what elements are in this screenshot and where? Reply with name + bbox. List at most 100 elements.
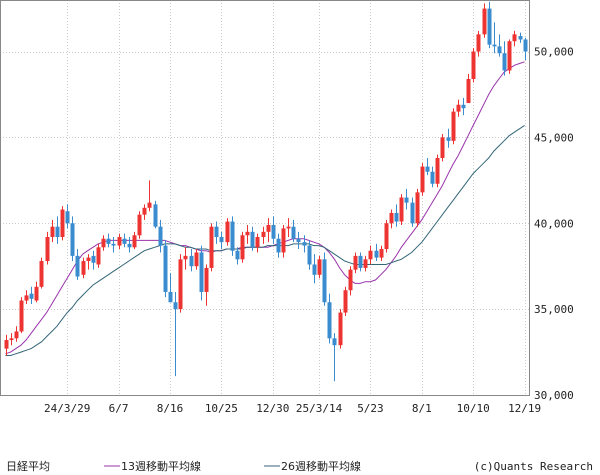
- y-tick-label: 45,000: [534, 131, 574, 144]
- candle-body: [466, 79, 471, 104]
- candle-body: [19, 300, 24, 332]
- candle-body: [317, 259, 322, 275]
- candle: [358, 252, 363, 272]
- y-tick-label: 50,000: [534, 46, 574, 59]
- candle-body: [60, 209, 65, 237]
- candle-body: [122, 238, 127, 244]
- candle-body: [50, 226, 55, 237]
- candle: [261, 226, 266, 244]
- candle: [322, 252, 327, 306]
- credit-text: (c)Quants Research: [474, 460, 593, 473]
- candle-body: [410, 202, 415, 224]
- candle-body: [261, 231, 266, 237]
- candle: [281, 224, 286, 258]
- candle: [127, 237, 132, 253]
- candle: [14, 326, 19, 342]
- candle-body: [276, 238, 281, 253]
- candle-body: [471, 51, 476, 79]
- candle-body: [142, 207, 147, 215]
- candle: [343, 286, 348, 316]
- candle: [425, 158, 430, 176]
- ma26-line: [5, 124, 525, 356]
- candle: [9, 333, 14, 346]
- candle: [461, 97, 466, 116]
- candle: [106, 233, 111, 248]
- candle-body: [214, 226, 219, 237]
- candle-body: [512, 34, 517, 42]
- candle-body: [183, 255, 188, 260]
- y-tick-label: 40,000: [534, 217, 574, 230]
- candle: [117, 233, 122, 250]
- candle: [86, 254, 91, 270]
- candle: [271, 216, 276, 244]
- candle-body: [255, 237, 260, 248]
- candle: [466, 73, 471, 104]
- candle: [420, 163, 425, 196]
- candlesticks: [4, 1, 528, 382]
- candle-body: [4, 340, 9, 349]
- x-tick-label: 24/3/29: [44, 402, 90, 415]
- candle: [4, 334, 9, 356]
- ma13-line: [5, 61, 525, 355]
- x-axis-ticks: 24/3/29 6/7 8/16 10/25 12/30 25/3/14 5/23 8/1 10…: [44, 402, 541, 415]
- candle: [338, 309, 343, 349]
- candle: [183, 247, 188, 270]
- candle: [19, 297, 24, 334]
- candle-body: [348, 269, 353, 291]
- candle: [147, 180, 152, 212]
- x-tick-label: 6/7: [109, 402, 129, 415]
- candle: [168, 273, 173, 303]
- candle-body: [29, 293, 34, 299]
- candle: [276, 233, 281, 258]
- candle-body: [399, 197, 404, 222]
- candle: [199, 245, 204, 301]
- candle-body: [476, 34, 481, 52]
- candle-body: [507, 41, 512, 71]
- candle-body: [199, 252, 204, 292]
- candle: [173, 291, 178, 377]
- candle: [214, 221, 219, 244]
- candle-body: [302, 242, 307, 246]
- candle-body: [70, 223, 75, 256]
- candle-body: [86, 257, 91, 262]
- candle: [389, 209, 394, 229]
- candle-body: [451, 111, 456, 141]
- x-tick-label: 10/25: [205, 402, 238, 415]
- candle-body: [178, 259, 183, 310]
- candle-body: [9, 338, 14, 341]
- candle-body: [39, 261, 44, 287]
- candle: [34, 281, 39, 303]
- candle-body: [430, 171, 435, 184]
- candle: [240, 231, 245, 263]
- candle-body: [420, 166, 425, 193]
- y-axis-ticks: 50,000 45,000 40,000 35,000 30,000: [534, 46, 574, 402]
- candle-body: [312, 264, 317, 275]
- candle-body: [389, 212, 394, 224]
- candle-body: [158, 226, 163, 246]
- candle: [24, 290, 29, 304]
- candle: [65, 204, 70, 229]
- candle-body: [250, 231, 255, 248]
- candle-body: [45, 237, 50, 262]
- candle: [122, 233, 127, 248]
- candle-body: [415, 192, 420, 224]
- candle: [209, 223, 214, 272]
- candle-body: [456, 104, 461, 112]
- candle-body: [338, 312, 343, 346]
- candle: [60, 206, 65, 241]
- candle: [487, 1, 492, 49]
- candle-body: [368, 250, 373, 260]
- candle: [523, 37, 528, 61]
- candle-body: [374, 250, 379, 258]
- candle: [39, 257, 44, 289]
- candle: [91, 250, 96, 270]
- candle-body: [435, 158, 440, 184]
- candle-body: [271, 224, 276, 239]
- candle: [394, 204, 399, 227]
- moving-average-lines: [5, 61, 525, 356]
- candle-body: [327, 302, 332, 339]
- candle: [230, 216, 235, 256]
- candle: [291, 219, 296, 243]
- candle: [307, 240, 312, 270]
- candle-body: [204, 267, 209, 292]
